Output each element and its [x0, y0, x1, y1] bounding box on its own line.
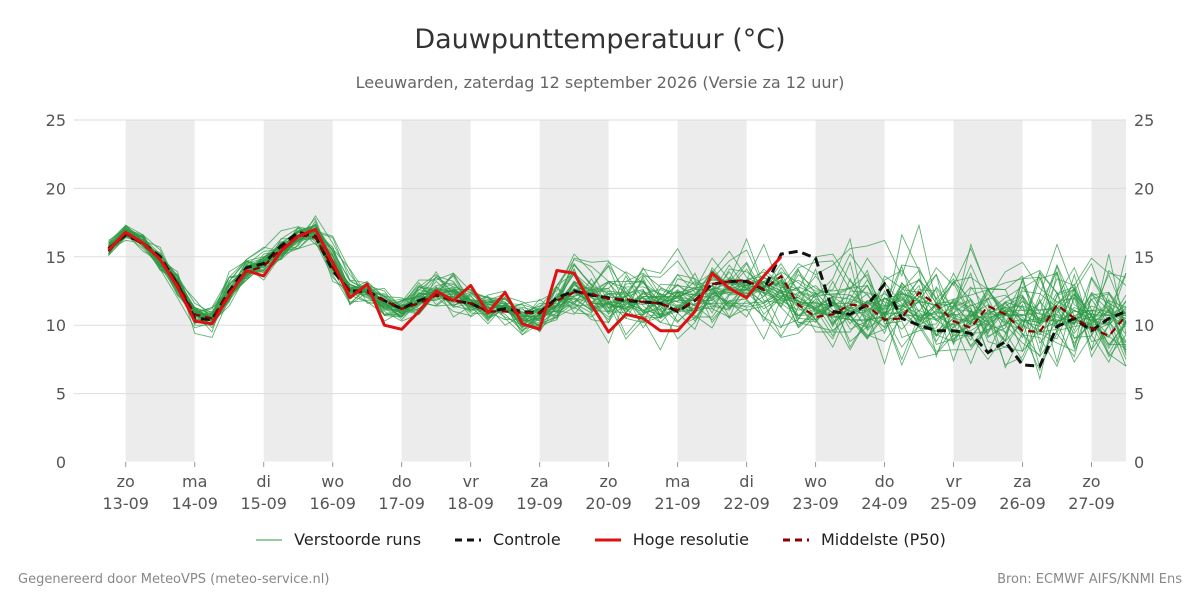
x-tick-date: 27-09: [1068, 494, 1115, 513]
legend-label: Middelste (P50): [820, 530, 946, 549]
x-tick-date: 16-09: [309, 494, 356, 513]
x-tick-date: 22-09: [723, 494, 770, 513]
legend-label: Hoge resolutie: [632, 530, 749, 549]
y-tick-label: 5: [56, 385, 66, 404]
y-tick-label: 20: [46, 179, 66, 198]
ensemble-run-line: [108, 231, 1127, 333]
y-tick-label-right: 0: [1134, 453, 1144, 472]
y-tick-label: 25: [46, 111, 66, 130]
x-tick-day: zo: [600, 472, 618, 491]
x-tick-day: ma: [182, 472, 207, 491]
x-tick-day: za: [1013, 472, 1031, 491]
ensemble-run-line: [108, 230, 1127, 347]
x-tick-day: wo: [804, 472, 827, 491]
main-series: [107, 227, 1127, 368]
y-tick-label-right: 5: [1134, 385, 1144, 404]
legend-label: Verstoorde runs: [294, 530, 422, 549]
x-tick-date: 24-09: [861, 494, 908, 513]
legend-label: Controle: [493, 530, 561, 549]
x-tick-date: 20-09: [585, 494, 632, 513]
legend-item-high_res: Hoge resolutie: [593, 530, 749, 549]
ensemble-run-line: [108, 230, 1127, 372]
x-tick-day: vr: [946, 472, 962, 491]
x-tick-date: 21-09: [654, 494, 701, 513]
x-tick-date: 26-09: [999, 494, 1046, 513]
x-tick-date: 14-09: [171, 494, 218, 513]
y-tick-label: 15: [46, 248, 66, 267]
x-tick-date: 15-09: [240, 494, 287, 513]
legend-swatch: [594, 538, 621, 541]
x-tick-date: 13-09: [102, 494, 149, 513]
x-tick-date: 19-09: [516, 494, 563, 513]
y-tick-label: 0: [56, 453, 66, 472]
y-tick-label: 10: [46, 316, 66, 335]
ensemble-run-line: [108, 227, 1127, 364]
legend-swatch: [256, 539, 283, 540]
legend-item-control: Controle: [453, 530, 561, 549]
ensemble-run-line: [108, 226, 1127, 350]
legend-swatch: [782, 538, 809, 541]
x-tick-date: 25-09: [930, 494, 977, 513]
y-tick-label-right: 20: [1134, 179, 1154, 198]
x-tick-day: di: [739, 472, 754, 491]
weekday-band: [1091, 120, 1126, 462]
legend-swatch: [455, 538, 482, 541]
y-axis-left: 0 5 10 15 20 25: [46, 111, 66, 472]
footer-credit: Gegenereerd door MeteoVPS (meteo-service…: [18, 572, 330, 587]
x-tick-day: do: [392, 472, 412, 491]
ensemble-runs: [108, 214, 1127, 381]
legend-item-median: Middelste (P50): [781, 530, 946, 549]
grid-lines: [74, 119, 1126, 463]
weekday-band: [263, 120, 333, 462]
high_res-series-line: [107, 227, 783, 334]
chart-title: Dauwpunttemperatuur (°C): [414, 24, 786, 55]
y-tick-label-right: 15: [1134, 248, 1154, 267]
x-tick-date: 17-09: [378, 494, 425, 513]
y-axis-right: 0 5 10 15 20 25: [1134, 111, 1154, 472]
x-tick-day: vr: [463, 472, 479, 491]
chart-subtitle: Leeuwarden, zaterdag 12 september 2026 (…: [355, 73, 845, 92]
x-tick-date: 23-09: [792, 494, 839, 513]
x-tick-day: zo: [1082, 472, 1100, 491]
x-tick-day: za: [531, 472, 549, 491]
x-tick-day: di: [256, 472, 271, 491]
x-tick-day: do: [875, 472, 895, 491]
x-tick-day: zo: [117, 472, 135, 491]
median-series-line: [107, 232, 1127, 338]
y-tick-label-right: 25: [1134, 111, 1154, 130]
footer-source: Bron: ECMWF AIFS/KNMI Ens: [997, 572, 1182, 587]
x-axis: zo 13-09 ma 14-09 di 15-09 wo 16-09 do 17-09 vr 18-…: [102, 462, 1115, 513]
legend: Verstoorde runs Controle Hoge resolutie Mid…: [0, 530, 1200, 549]
x-tick-date: 18-09: [447, 494, 494, 513]
x-tick-day: ma: [665, 472, 690, 491]
x-tick-day: wo: [321, 472, 344, 491]
legend-item-ensemble: Verstoorde runs: [254, 530, 421, 549]
y-tick-label-right: 10: [1134, 316, 1154, 335]
